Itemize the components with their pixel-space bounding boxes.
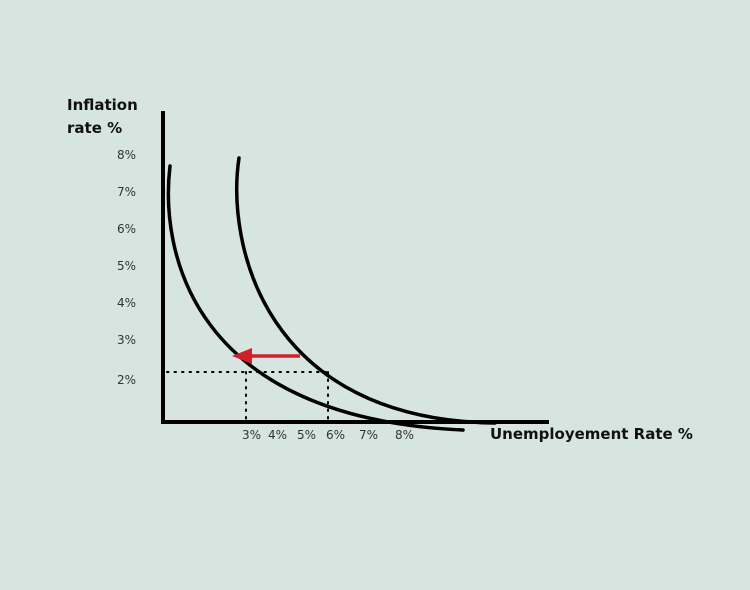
y-tick-label: 4% [117,296,136,310]
x-tick-label: 5% [297,428,316,442]
y-tick-label: 7% [117,185,136,199]
y-axis-title-line1: Inflation [67,96,138,114]
shifted-phillips-curve [166,164,465,432]
y-axis-title-line2: rate % [67,119,123,137]
shift-arrow [232,348,300,364]
original-phillips-curve [235,156,497,425]
x-axis-title: Unemployement Rate % [490,425,693,443]
x-tick-label: 8% [395,428,414,442]
y-tick-label: 6% [117,222,136,236]
x-tick-label: 7% [359,428,378,442]
y-tick-label: 5% [117,259,136,273]
y-tick-label: 2% [117,373,136,387]
x-tick-label: 4% [268,428,287,442]
y-tick-label: 3% [117,333,136,347]
x-tick-label: 6% [326,428,345,442]
y-tick-label: 8% [117,148,136,162]
x-tick-label: 3% [242,428,261,442]
y-axis-title: Inflation rate % [67,94,177,140]
